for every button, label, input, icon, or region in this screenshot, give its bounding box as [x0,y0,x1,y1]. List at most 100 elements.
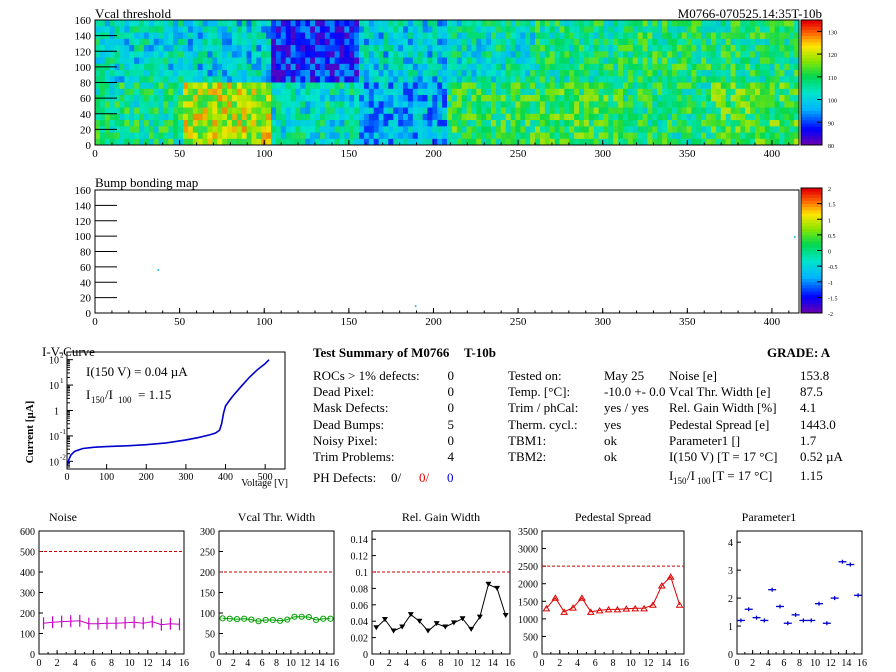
plot-title: Pedestal Spread [575,510,651,524]
pixel-cell [417,126,423,133]
pixel-cell [696,107,702,115]
pixel-cell [530,95,536,102]
pixel-cell [535,51,541,58]
pixel-cell [173,63,179,71]
pixel-cell [579,88,585,96]
pixel-cell [148,20,154,27]
y-tick-label: 0.02 [351,634,369,645]
pixel-cell [368,132,374,140]
palette-band [801,73,822,77]
pixel-cell [794,63,800,71]
pixel-cell [222,57,228,65]
pixel-cell [784,132,790,140]
pixel-cell [344,107,350,115]
pixel-cell [598,51,604,58]
pixel-cell [222,113,228,121]
pixel-cell [520,38,526,46]
iv-xlabel: Voltage [V] [241,478,288,489]
pixel-cell [500,45,506,52]
pixel-cell [554,51,560,58]
pixel-cell [559,57,565,65]
pixel-cell [461,45,467,52]
pixel-cell [510,82,516,90]
pixel-cell [432,20,438,27]
pixel-cell [437,95,443,102]
pixel-cell [759,88,766,96]
pixel-cell [461,38,467,46]
pixel-cell [662,120,668,127]
pixel-cell [598,126,604,133]
pixel-cell [271,63,277,71]
pixel-cell [711,82,717,90]
pixel-cell [569,26,575,33]
pixel-cell [745,26,751,33]
y-tick-label: 3000 [518,545,538,556]
pixel-cell [779,32,785,40]
palette-band [801,132,822,137]
pixel-cell [339,95,345,102]
pixel-cell [539,76,546,83]
pixel-cell [207,51,213,58]
pixel-cell [158,38,164,46]
palette-band [801,231,822,236]
pixel-cell [696,32,702,40]
pixel-cell [647,57,653,65]
pixel-cell [202,20,208,27]
pixel-cell [178,70,184,77]
pixel-cell [447,126,453,133]
pixel-cell [564,107,570,115]
pixel-cell [711,57,717,65]
pixel-cell [691,57,697,65]
pixel-cell [505,88,511,96]
pixel-cell [236,113,242,121]
pixel-cell [486,57,492,65]
pixel-cell [608,82,614,90]
pixel-cell [515,82,521,90]
pixel-cell [510,107,516,115]
data-point [255,618,262,625]
pixel-cell [417,101,423,108]
pixel-cell [437,126,443,133]
pixel-cell [104,26,110,33]
iv-curve-chart: I-V-Curve Current [µA] Voltage [V] I(150… [24,344,288,489]
pixel-cell [192,70,198,77]
pixel-cell [525,26,531,33]
pixel-cell [701,51,707,58]
pixel-cell [481,26,487,33]
pixel-cell [505,51,511,58]
pixel-cell [652,38,658,46]
pixel-cell [720,95,726,102]
pixel-cell [207,57,213,65]
pixel-cell [388,120,394,127]
pixel-cell [642,70,648,77]
pixel-cell [231,26,238,33]
pixel-cell [642,88,648,96]
pixel-cell [574,132,580,140]
pixel-cell [613,120,619,127]
pixel-cell [251,120,257,127]
palette-band [801,76,822,80]
pixel-cell [305,132,311,140]
pixel-cell [319,76,326,83]
pixel-cell [251,138,257,146]
pixel-cell [466,107,472,115]
pixel-cell [755,126,761,133]
pixel-cell [495,120,502,127]
pixel-cell [623,132,629,140]
pixel-cell [769,76,775,83]
pixel-cell [686,63,692,71]
pixel-cell [481,138,487,146]
pixel-cell [158,70,164,77]
pixel-cell [642,63,648,71]
pixel-cell [354,20,360,27]
pixel-cell [329,113,335,121]
pixel-cell [740,26,746,33]
pixel-cell [706,45,712,52]
pixel-cell [99,57,106,65]
pixel-cell [363,45,370,52]
pixel-cell [153,76,159,83]
pixel-cell [569,101,575,108]
y-tick-label: 4 [728,538,733,549]
summary-label: Dead Bumps: [313,416,385,432]
pixel-cell [212,138,218,146]
